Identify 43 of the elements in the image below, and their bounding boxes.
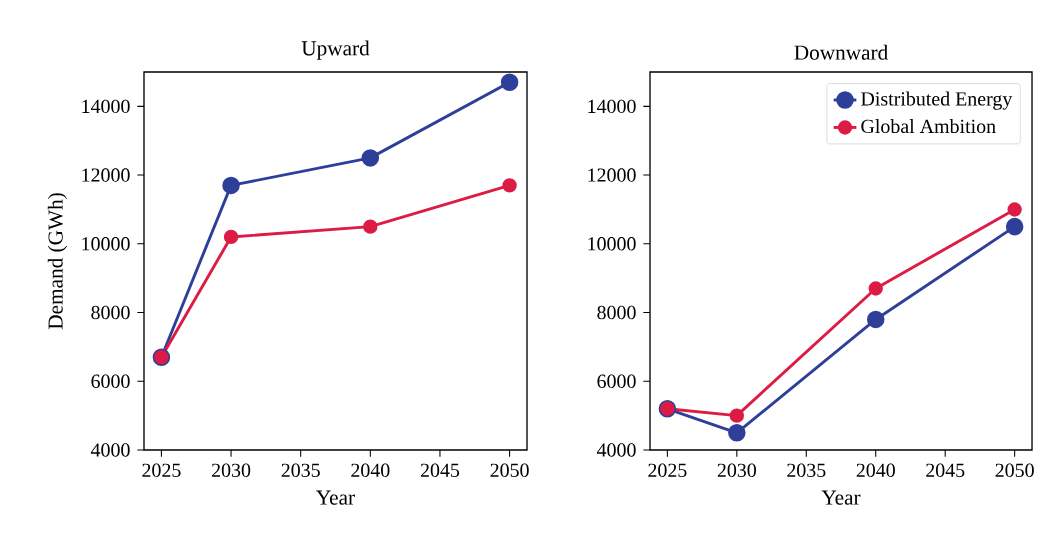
y-tick-label: 14000 [82,99,130,114]
x-tick-label: 2030 [717,463,756,478]
point [1005,217,1024,236]
point [868,281,883,296]
y-tick-label: 12000 [588,168,636,182]
x-tick-label: 2045 [420,463,460,478]
y-tick-label: 6000 [91,374,130,388]
point [363,219,378,234]
chart-title: Downward [794,44,888,60]
point [1007,202,1022,217]
y-tick-label: 12000 [82,168,130,182]
point [500,73,519,92]
y-tick-label: 8000 [91,305,130,320]
x-axis-title: Year [821,490,861,505]
y-tick-label: 8000 [597,305,636,320]
y-tick-label: 6000 [597,374,636,388]
x-tick-label: 2025 [648,463,687,478]
point [729,408,744,423]
legend-label: Distributed Energy [861,91,1013,110]
y-tick-label: 4000 [596,443,636,457]
point [361,149,380,167]
x-tick-label: 2025 [142,463,181,478]
x-tick-label: 2040 [351,463,390,478]
x-tick-label: 2030 [212,463,251,478]
point [728,424,746,442]
x-tick-label: 2050 [490,463,529,478]
x-tick-label: 2035 [787,463,826,478]
y-tick-label: 4000 [90,443,130,457]
point [222,176,240,195]
chart-title: Upward [301,40,370,60]
y-tick-label: 10000 [588,237,636,251]
x-axis-title: Year [316,490,355,505]
y-tick-label: 14000 [588,99,636,114]
point [866,310,885,329]
legend-label: Global Ambition [861,119,996,134]
y-axis-title: Demand (GWh) [47,193,68,330]
point [502,178,517,193]
x-tick-label: 2050 [995,463,1034,478]
x-tick-label: 2040 [856,463,895,478]
x-tick-label: 2035 [281,463,320,478]
y-tick-label: 10000 [82,237,130,251]
x-tick-label: 2045 [926,463,965,478]
point [223,229,239,245]
